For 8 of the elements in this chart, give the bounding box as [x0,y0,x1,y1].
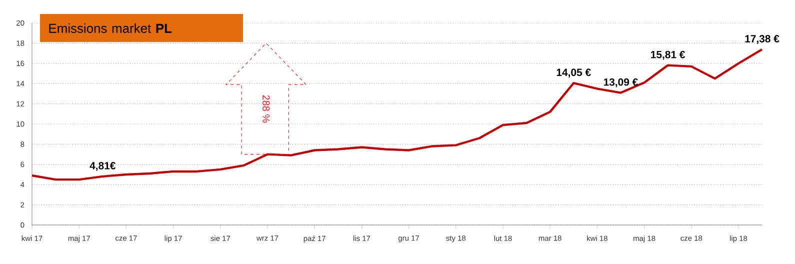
annotation: 17,38 € [745,35,780,44]
annotation: 14,05 € [556,68,591,78]
chart-title: Emissions market PL [49,23,172,33]
annotation: 15,81 € [651,50,686,60]
annotation: 13,09 € [604,78,638,88]
annotation: 288 % [262,95,270,123]
line-series [30,48,764,181]
annotation: 4,81€ [90,162,116,171]
